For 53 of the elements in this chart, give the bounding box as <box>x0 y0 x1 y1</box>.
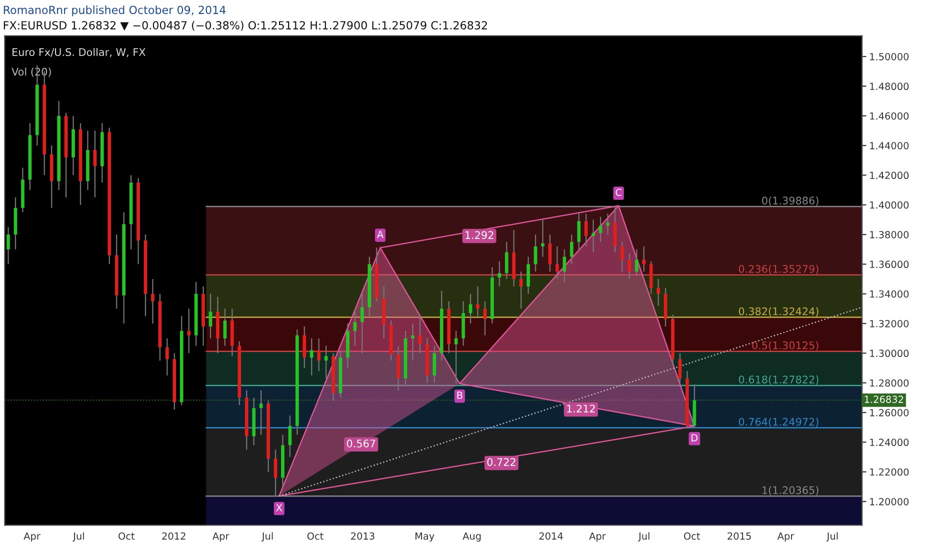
annotation: C <box>616 188 622 196</box>
ref-line-label: 0(1.39886) <box>762 196 818 206</box>
x-tick-label: May <box>416 532 434 542</box>
x-tick-label: Aug <box>462 532 481 542</box>
ref-line-label: 0.5(1.30125) <box>752 341 818 351</box>
y-tick-label: 1.40000 <box>870 201 909 209</box>
ref-line-label: 1.26832 <box>864 396 904 403</box>
y-tick-label: 1.38000 <box>870 230 909 238</box>
ref-line-label: 1(1.20365) <box>762 486 818 496</box>
y-tick-label: 1.36000 <box>870 260 909 268</box>
y-tick-label: 1.22000 <box>870 468 909 476</box>
y-tick-label: 1.20000 <box>870 498 909 506</box>
x-tick-label: Apr <box>777 532 794 542</box>
x-tick-label: Oct <box>118 532 135 540</box>
y-tick-label: 1.34000 <box>870 290 909 298</box>
y-tick-label: 1.24000 <box>870 438 909 446</box>
x-tick-label: 2013 <box>351 532 374 540</box>
x-tick-label: Jul <box>261 532 273 542</box>
ref-line-label: 0.764(1.24972) <box>738 418 818 427</box>
annotation: D <box>692 434 698 442</box>
x-tick-label: 2014 <box>539 532 563 540</box>
ref-line-label: 0.236(1.35279) <box>738 264 818 274</box>
y-tick-label: 1.44000 <box>870 142 909 150</box>
x-tick-label: Jul <box>638 532 650 542</box>
x-tick-label: Apr <box>24 532 40 542</box>
ref-line-label: 0.382(1.32424) <box>738 307 818 316</box>
y-tick-label: 1.50000 <box>870 52 909 60</box>
annotation: B <box>457 392 462 399</box>
annotation: X <box>276 504 282 512</box>
y-tick-label: 1.26000 <box>870 408 909 416</box>
y-tick-label: 1.46000 <box>870 112 909 120</box>
annotation: 0.567 <box>346 440 376 448</box>
x-tick-label: Apr <box>589 532 606 542</box>
y-tick-label: 1.42000 <box>870 172 909 180</box>
x-tick-label: 2012 <box>162 532 186 540</box>
text: Euro Fx/U.S. Dollar, W, FX <box>12 48 146 58</box>
y-tick-label: 1.48000 <box>870 82 909 90</box>
x-tick-label: Jul <box>72 532 84 542</box>
text: RomanoRnr published October 09, 2014 <box>4 6 226 16</box>
x-tick-label: 2015 <box>728 532 751 540</box>
annotation: 0.722 <box>487 458 516 466</box>
chart-subtitle: FX:EURUSD 1.26832 ▼ −0.00487 (−0.38%) O:1.25112 H:1.27900 L:1.25079 C:1.26832 <box>4 20 487 31</box>
annotation: A <box>376 230 384 238</box>
x-tick-label: Oct <box>684 532 700 540</box>
ref-line-label: 0.618(1.27822) <box>738 375 818 385</box>
y-tick-label: 1.32000 <box>870 320 909 328</box>
x-tick-label: Oct <box>307 532 324 540</box>
annotation: 1.292 <box>466 231 494 240</box>
x-tick-label: Apr <box>212 532 230 542</box>
annotation: 1.212 <box>567 404 595 412</box>
y-tick-label: 1.30000 <box>870 350 909 358</box>
x-tick-label: Jul <box>826 532 838 542</box>
y-tick-label: 1.28000 <box>870 379 909 387</box>
